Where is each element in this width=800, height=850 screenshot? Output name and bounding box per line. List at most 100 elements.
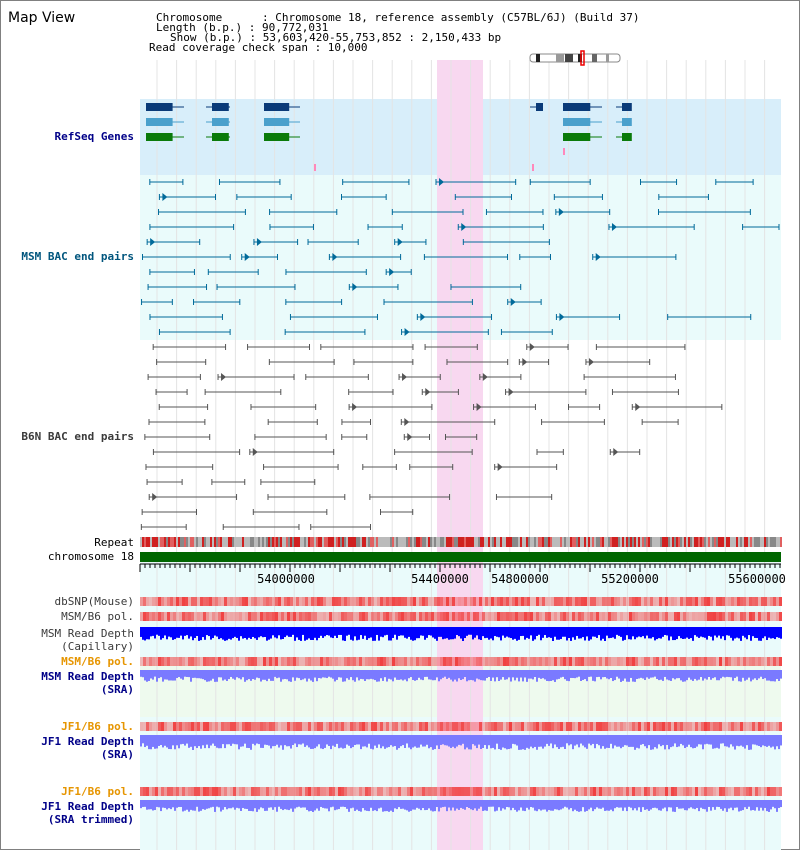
depth-bar: [474, 627, 476, 638]
heat-cell: [554, 597, 557, 606]
depth-bar: [754, 670, 756, 679]
heat-cell: [515, 657, 518, 666]
repeat-mark: [762, 537, 764, 547]
heat-cell: [581, 722, 584, 731]
bac-end-arrow: [461, 223, 467, 231]
bac-end-arrow: [404, 418, 410, 426]
track-label-refseq-genes[interactable]: RefSeq Genes: [54, 130, 134, 143]
heat-cell: [563, 597, 566, 606]
depth-bar: [248, 735, 250, 749]
depth-bar: [738, 735, 740, 747]
depth-bar: [430, 735, 432, 748]
depth-bar: [142, 800, 144, 807]
depth-bar: [754, 800, 756, 811]
heat-cell: [593, 612, 596, 621]
heat-cell: [512, 597, 515, 606]
heat-cell: [344, 787, 347, 796]
depth-bar: [164, 627, 166, 636]
depth-bar: [284, 627, 286, 638]
heat-cell: [626, 787, 629, 796]
heat-cell: [155, 722, 158, 731]
heat-cell: [704, 612, 707, 621]
heat-cell: [770, 612, 773, 621]
depth-bar: [496, 735, 498, 744]
depth-bar: [140, 735, 142, 747]
heat-cell: [749, 722, 752, 731]
heat-cell: [323, 657, 326, 666]
heat-cell: [707, 597, 710, 606]
heat-cell: [533, 597, 536, 606]
heat-cell: [449, 722, 452, 731]
heat-cell: [170, 612, 173, 621]
depth-bar: [524, 800, 526, 812]
heat-cell: [380, 597, 383, 606]
depth-bar: [266, 627, 268, 641]
repeat-mark: [426, 537, 428, 547]
heat-cell: [527, 612, 530, 621]
depth-bar: [546, 670, 548, 681]
heat-cell: [752, 787, 755, 796]
depth-bar: [560, 735, 562, 748]
depth-bar: [226, 735, 228, 745]
heat-cell: [560, 612, 563, 621]
heat-cell: [155, 787, 158, 796]
depth-bar: [714, 627, 716, 636]
heat-cell: [617, 787, 620, 796]
depth-bar: [598, 735, 600, 746]
depth-bar: [256, 735, 258, 744]
depth-bar: [270, 627, 272, 639]
heat-cell: [290, 597, 293, 606]
heat-cell: [494, 612, 497, 621]
depth-bar: [478, 735, 480, 745]
heat-cell: [311, 597, 314, 606]
depth-bar: [342, 670, 344, 682]
repeat-mark: [682, 537, 684, 547]
depth-bar: [330, 800, 332, 808]
depth-bar: [532, 800, 534, 808]
depth-bar: [564, 800, 566, 807]
depth-bar: [216, 670, 218, 682]
depth-bar: [586, 627, 588, 637]
heat-cell: [140, 612, 143, 621]
repeat-mark: [466, 537, 468, 547]
depth-bar: [498, 670, 500, 682]
depth-bar: [396, 627, 398, 640]
heat-cell: [467, 597, 470, 606]
repeat-mark: [528, 537, 530, 547]
repeat-mark: [698, 537, 700, 547]
repeat-mark: [342, 537, 344, 547]
depth-bar: [688, 735, 690, 745]
repeat-mark: [696, 537, 698, 547]
depth-bar: [378, 670, 380, 682]
repeat-mark: [628, 537, 630, 547]
depth-bar: [714, 800, 716, 810]
heat-cell: [605, 597, 608, 606]
depth-bar: [216, 800, 218, 807]
heat-cell: [704, 657, 707, 666]
track-label-msm-depth-capillary-sub: (Capillary): [61, 640, 134, 653]
track-label-msm-bac[interactable]: MSM BAC end pairs: [21, 250, 134, 263]
repeat-mark: [686, 537, 688, 547]
ideogram-position-marker: [580, 50, 585, 66]
depth-bar: [532, 627, 534, 641]
depth-bar: [680, 735, 682, 744]
depth-bar: [582, 800, 584, 808]
depth-bar: [712, 627, 714, 641]
heat-cell: [224, 657, 227, 666]
heat-cell: [767, 722, 770, 731]
depth-bar: [584, 627, 586, 641]
track-label-b6n-bac[interactable]: B6N BAC end pairs: [21, 430, 134, 443]
depth-bar: [694, 670, 696, 679]
heat-cell: [704, 722, 707, 731]
heat-cell: [332, 597, 335, 606]
repeat-mark: [626, 537, 628, 547]
depth-bar: [732, 627, 734, 641]
depth-bar: [550, 800, 552, 811]
heat-cell: [311, 787, 314, 796]
bac-end-arrow: [611, 223, 617, 231]
heat-cell: [407, 597, 410, 606]
heat-cell: [527, 597, 530, 606]
repeat-mark: [398, 537, 400, 547]
depth-bar: [408, 735, 410, 748]
